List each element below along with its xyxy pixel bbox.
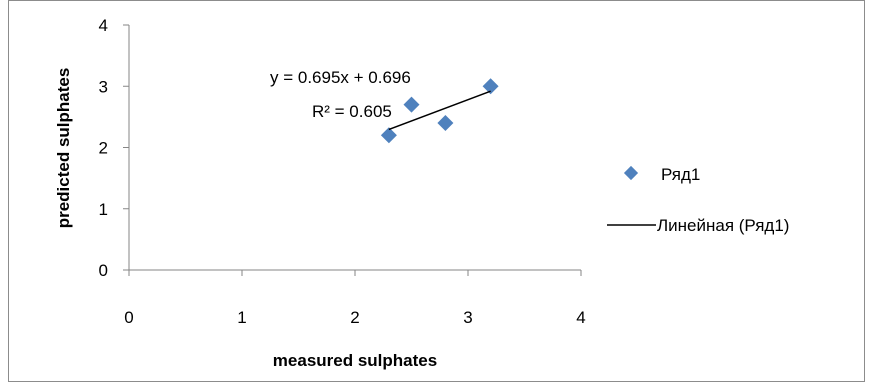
chart-border <box>8 0 865 382</box>
x-tick-label: 0 <box>124 308 133 327</box>
data-point <box>380 127 397 144</box>
y-tick-label: 4 <box>99 16 108 35</box>
trendline-equation: y = 0.695x + 0.696 <box>270 68 411 87</box>
data-point <box>482 78 499 95</box>
x-tick-label: 4 <box>576 308 585 327</box>
y-tick-label: 0 <box>99 261 108 280</box>
tick-labels: 0 1 2 3 4 0 1 2 3 4 <box>99 16 586 327</box>
legend-label-trendline: Линейная (Ряд1) <box>657 216 789 235</box>
x-tick-label: 3 <box>463 308 472 327</box>
x-axis-title: measured sulphates <box>273 351 437 370</box>
x-tick-label: 2 <box>350 308 359 327</box>
x-tick-label: 1 <box>237 308 246 327</box>
legend: Ряд1 Линейная (Ряд1) <box>607 165 789 235</box>
y-tick-label: 1 <box>99 200 108 219</box>
legend-marker-series-1 <box>623 165 639 181</box>
trendline <box>388 90 491 131</box>
legend-label-series-1: Ряд1 <box>661 165 700 184</box>
y-axis-title: predicted sulphates <box>54 68 73 229</box>
trendline-r-squared: R² = 0.605 <box>312 102 392 121</box>
data-point <box>437 115 454 131</box>
y-tick-label: 2 <box>99 139 108 158</box>
axes <box>123 24 582 276</box>
data-points <box>380 78 499 144</box>
data-point <box>403 96 420 113</box>
y-tick-label: 3 <box>99 77 108 96</box>
